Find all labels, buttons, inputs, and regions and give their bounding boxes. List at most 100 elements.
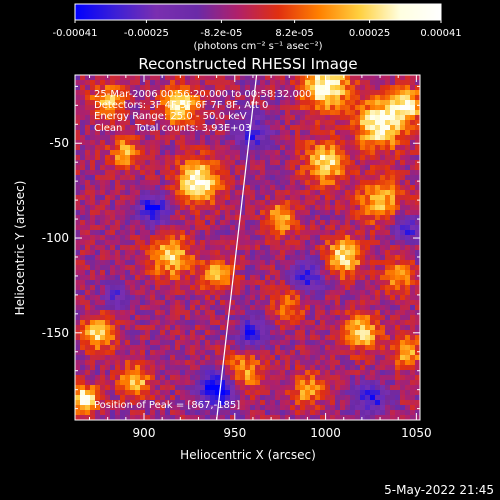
heatmap-cell [365,105,371,111]
heatmap-cell [380,400,386,406]
heatmap-cell [275,315,281,321]
heatmap-cell [130,175,136,181]
heatmap-cell [255,225,261,231]
heatmap-cell [140,395,146,401]
heatmap-cell [395,240,401,246]
heatmap-cell [250,335,256,341]
heatmap-cell [385,320,391,326]
heatmap-cell [260,190,266,196]
heatmap-cell [385,385,391,391]
heatmap-cell [400,120,406,126]
heatmap-cell [150,290,156,296]
heatmap-cell [300,320,306,326]
heatmap-cell [255,330,261,336]
heatmap-cell [260,380,266,386]
heatmap-cell [240,365,246,371]
heatmap-cell [345,340,351,346]
heatmap-cell [110,405,116,411]
heatmap-cell [255,250,261,256]
heatmap-cell [360,250,366,256]
heatmap-cell [190,340,196,346]
heatmap-cell [265,395,271,401]
heatmap-cell [310,195,316,201]
heatmap-cell [345,115,351,121]
heatmap-cell [200,280,206,286]
heatmap-cell [240,275,246,281]
heatmap-cell [415,195,420,201]
heatmap-cell [175,335,181,341]
heatmap-cell [370,160,376,166]
heatmap-cell [345,225,351,231]
heatmap-cell [355,215,361,221]
heatmap-cell [245,230,251,236]
heatmap-cell [135,400,141,406]
heatmap-cell [250,185,256,191]
heatmap-cell [285,105,291,111]
heatmap-cell [320,75,326,81]
heatmap-cell [355,130,361,136]
heatmap-cell [400,170,406,176]
heatmap-cell [325,390,331,396]
heatmap-cell [100,250,106,256]
heatmap-cell [415,80,420,86]
heatmap-cell [260,250,266,256]
heatmap-cell [350,320,356,326]
heatmap-cell [330,115,336,121]
heatmap-cell [105,340,111,346]
heatmap-cell [415,240,420,246]
heatmap-cell [290,80,296,86]
heatmap-cell [140,310,146,316]
heatmap-cell [150,310,156,316]
heatmap-cell [295,165,301,171]
heatmap-cell [285,150,291,156]
heatmap-cell [325,300,331,306]
heatmap-cell [125,145,131,151]
heatmap-cell [85,215,91,221]
heatmap-cell [145,130,151,136]
heatmap-cell [135,305,141,311]
heatmap-cell [235,380,241,386]
heatmap-cell [225,310,231,316]
heatmap-cell [220,215,226,221]
heatmap-cell [290,365,296,371]
heatmap-cell [360,395,366,401]
heatmap-cell [365,235,371,241]
heatmap-cell [235,205,241,211]
heatmap-cell [225,245,231,251]
heatmap-cell [220,285,226,291]
heatmap-cell [130,120,136,126]
heatmap-cell [320,250,326,256]
heatmap-cell [405,120,411,126]
heatmap-cell [260,390,266,396]
heatmap-cell [295,380,301,386]
heatmap-cell [275,370,281,376]
heatmap-cell [135,230,141,236]
heatmap-cell [135,195,141,201]
heatmap-cell [115,285,121,291]
heatmap-cell [315,175,321,181]
heatmap-cell [265,385,271,391]
heatmap-cell [125,350,131,356]
heatmap-cell [350,345,356,351]
heatmap-cell [290,385,296,391]
heatmap-cell [405,380,411,386]
heatmap-cell [350,380,356,386]
heatmap-cell [240,175,246,181]
heatmap-cell [355,355,361,361]
heatmap-cell [90,415,96,420]
heatmap-cell [215,375,221,381]
heatmap-cell [350,180,356,186]
heatmap-cell [110,170,116,176]
heatmap-cell [350,300,356,306]
heatmap-cell [125,160,131,166]
heatmap-cell [335,230,341,236]
heatmap-cell [95,315,101,321]
heatmap-cell [235,245,241,251]
heatmap-cell [315,110,321,116]
heatmap-cell [315,135,321,141]
heatmap-cell [395,180,401,186]
heatmap-cell [145,225,151,231]
heatmap-cell [140,385,146,391]
heatmap-cell [105,105,111,111]
heatmap-cell [345,250,351,256]
